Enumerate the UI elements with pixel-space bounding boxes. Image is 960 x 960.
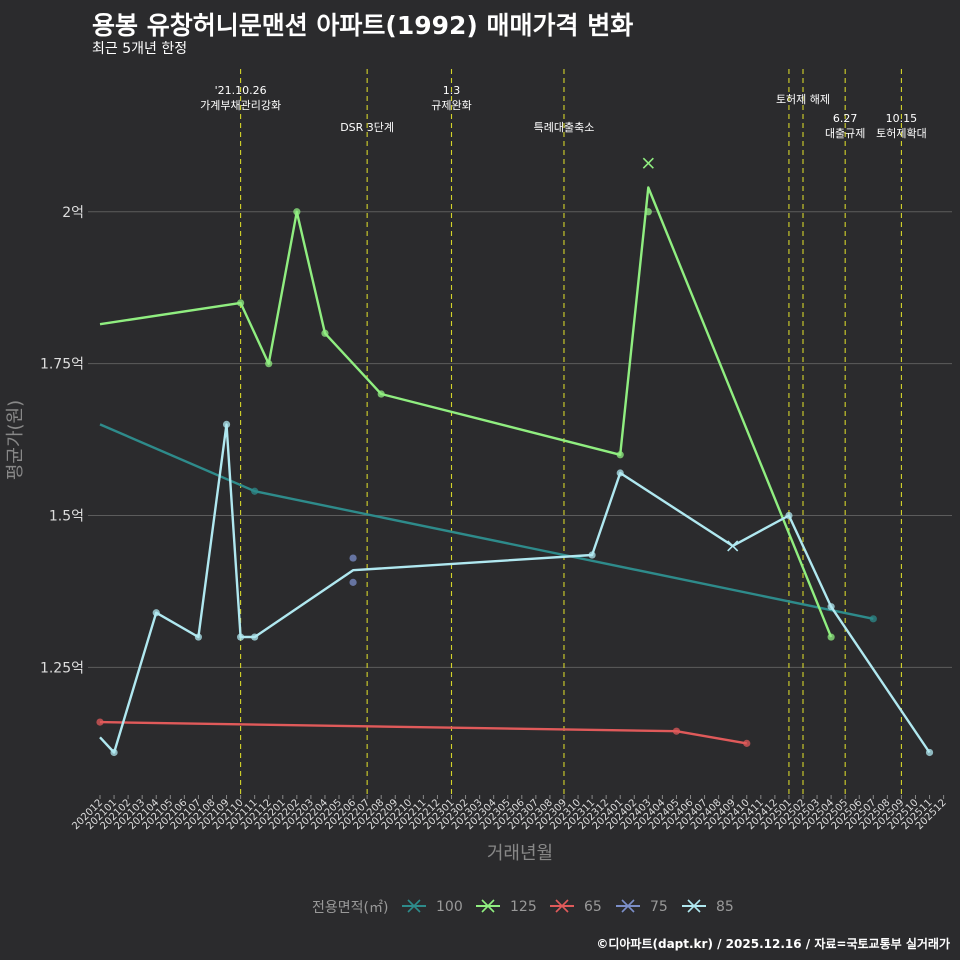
policy-annotation-text: 대출규제 [825,127,865,140]
legend: 전용면적(㎡) 100 125 65 75 85 [312,899,734,916]
x-marker-85 [727,540,739,552]
legend-label-65: 65 [584,899,602,915]
y-axis-ticks: 1.25억 1.5억 1.75억 2억 [40,205,84,677]
data-point-125 [265,360,273,368]
y-axis-title: 평균가(원) [5,400,26,480]
chart-title: 용봉 유창허니문맨션 아파트(1992) 매매가격 변화 [92,11,634,40]
data-point-85 [237,633,245,641]
data-point-125 [616,451,624,459]
data-point-85 [925,748,934,757]
data-point-125 [377,390,385,398]
policy-annotation-text: 10.15 [886,112,918,125]
legend-x-icon [481,899,495,913]
data-point-85 [222,420,231,429]
x-axis-ticks: 2020122021012021022021032021042021052021… [70,795,949,832]
data-point-85 [110,748,118,757]
data-point-125 [293,208,301,216]
data-point-85 [785,511,793,520]
data-point-65 [672,727,681,735]
series-line-85 [99,423,931,754]
policy-annotation-text: 규제완화 [431,99,471,112]
data-point-85 [251,633,259,641]
y-tick-label: 1.25억 [40,660,84,676]
y-tick-label: 1.5억 [49,509,84,525]
data-point-65 [96,718,104,726]
policy-annotation-text: 1.3 [443,84,461,97]
source-caption: ©디아파트(dapt.kr) / 2025.12.16 / 자료=국토교통부 실… [596,937,950,951]
data-point-100 [251,487,259,495]
data-point-85 [588,551,596,559]
policy-annotation-text: DSR 3단계 [340,121,394,134]
legend-label-100: 100 [436,899,463,915]
policy-annotation-text: 특례대출축소 [534,121,595,134]
data-point-125 [237,299,245,307]
legend-x-icon [687,899,701,913]
series-100 [99,423,877,623]
data-point-65 [743,739,751,747]
gridlines [88,211,952,668]
legend-x-icon [407,899,421,913]
policy-annotation-text: 가계부채관리강화 [200,99,281,112]
y-tick-label: 2억 [62,205,84,221]
data-point-75 [349,578,357,586]
legend-title: 전용면적(㎡) [312,900,388,916]
data-point-100 [869,615,877,623]
data-point-85 [152,609,160,617]
series-group [96,157,934,757]
legend-label-85: 85 [716,899,734,915]
legend-x-icon [621,899,635,913]
y-tick-label: 1.75억 [40,357,84,373]
series-line-125 [99,186,833,638]
policy-event-lines [240,69,902,795]
legend-label-75: 75 [650,899,668,915]
series-85 [99,420,934,757]
series-75 [349,554,357,586]
x-axis-title: 거래년월 [487,843,553,864]
policy-annotation-text: 6.27 [833,112,858,125]
policy-annotation-text: '21.10.26 [215,84,267,97]
data-point-85 [827,603,835,611]
x-marker-125 [642,157,654,169]
data-point-75 [349,554,357,562]
series-125 [99,157,835,641]
policy-annotation-text: 토허제 해제 [776,92,830,106]
data-point-125 [644,208,652,216]
data-point-125 [321,329,329,337]
series-line-65 [99,720,748,745]
policy-annotation-text: 토허제확대 [876,127,927,140]
legend-x-icon [555,899,569,913]
data-point-125 [827,633,835,641]
data-point-85 [616,469,624,477]
series-65 [96,718,751,747]
chart-subtitle: 최근 5개년 한정 [92,41,188,57]
data-point-85 [194,633,203,641]
legend-label-125: 125 [510,899,537,915]
